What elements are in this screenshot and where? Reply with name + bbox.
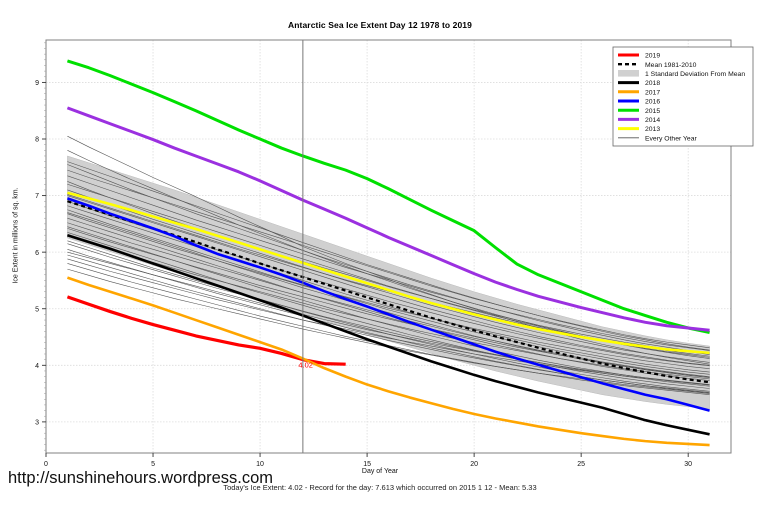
x-tick-label: 0 xyxy=(44,461,48,468)
y-axis-title: Ice Extent in millions of sq. km. xyxy=(12,187,20,284)
y-tick-label: 7 xyxy=(35,193,39,200)
x-axis-title: Day of Year xyxy=(361,468,399,475)
series-line-2013 xyxy=(67,191,710,355)
series-line-2018 xyxy=(67,233,710,436)
x-tick-label: 25 xyxy=(577,461,585,468)
background-year-line xyxy=(67,209,710,375)
chart-caption: Today's Ice Extent: 4.02 - Record for th… xyxy=(223,483,537,492)
background-year-line xyxy=(67,135,710,365)
series-line-2014 xyxy=(66,106,710,332)
background-year-line xyxy=(67,189,710,363)
legend-label: 2019 xyxy=(645,53,660,60)
legend-label: 2014 xyxy=(645,117,660,124)
y-tick-label: 9 xyxy=(35,80,39,87)
legend-label: Every Other Year xyxy=(645,135,697,142)
x-tick-label: 15 xyxy=(363,461,371,468)
series-line-2016 xyxy=(66,197,710,412)
background-year-line xyxy=(67,161,710,351)
background-year-line xyxy=(67,181,710,355)
background-year-line xyxy=(67,228,710,378)
background-year-line xyxy=(67,258,710,386)
annotation-current-value: 4.02 xyxy=(298,361,313,370)
legend-swatch-band xyxy=(618,70,639,77)
background-year-line xyxy=(67,251,710,385)
background-year-line xyxy=(67,195,710,366)
background-year-line xyxy=(67,169,710,349)
x-tick-label: 5 xyxy=(151,461,155,468)
legend-label: Mean 1981-2010 xyxy=(645,62,697,69)
chart-title: Antarctic Sea Ice Extent Day 12 1978 to … xyxy=(288,20,472,30)
legend-label: 2017 xyxy=(645,89,660,96)
background-year-line xyxy=(67,254,710,393)
background-year-line xyxy=(67,164,710,354)
background-year-line xyxy=(67,175,710,351)
series-line-2019 xyxy=(66,295,346,366)
legend-label: 2018 xyxy=(645,80,660,87)
legend-label: 2016 xyxy=(645,99,660,106)
site-watermark: http://sunshinehours.wordpress.com xyxy=(8,469,274,487)
x-tick-label: 10 xyxy=(256,461,264,468)
legend-label: 1 Standard Deviation From Mean xyxy=(645,71,745,78)
background-year-line xyxy=(67,232,710,389)
background-year-line xyxy=(67,212,710,379)
y-tick-label: 5 xyxy=(35,306,39,313)
background-year-line xyxy=(67,217,710,381)
series-line-2017 xyxy=(66,276,710,447)
x-tick-label: 30 xyxy=(684,461,692,468)
x-tick-label: 20 xyxy=(470,461,478,468)
y-tick-label: 3 xyxy=(35,419,39,426)
y-tick-label: 8 xyxy=(35,137,39,144)
legend-label: 2015 xyxy=(645,108,660,115)
background-year-line xyxy=(67,205,710,373)
series-line-2015 xyxy=(66,59,710,334)
y-tick-label: 6 xyxy=(35,250,39,257)
legend-label: 2013 xyxy=(645,126,660,133)
background-year-line xyxy=(67,213,710,369)
background-year-line xyxy=(67,236,710,380)
y-tick-label: 4 xyxy=(35,363,39,370)
